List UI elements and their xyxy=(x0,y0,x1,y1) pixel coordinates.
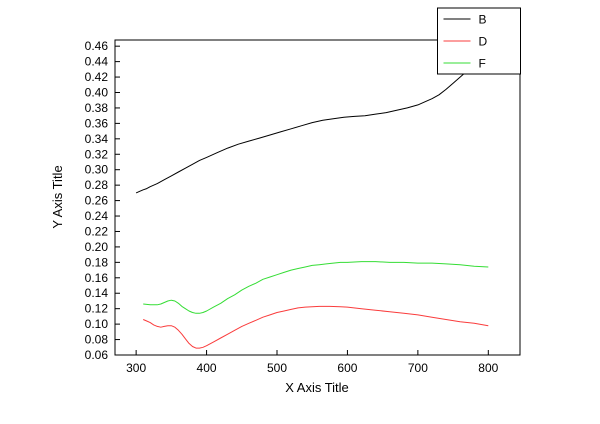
y-tick-label: 0.20 xyxy=(85,240,109,254)
y-tick-label: 0.10 xyxy=(85,317,109,331)
legend: BDF xyxy=(437,7,521,75)
legend-label: B xyxy=(479,13,487,27)
y-tick-label: 0.22 xyxy=(85,224,109,238)
y-axis-title: Y Axis Title xyxy=(50,165,65,228)
x-tick-label: 600 xyxy=(337,361,357,375)
y-tick-label: 0.34 xyxy=(85,132,109,146)
legend-label: D xyxy=(479,35,488,49)
y-tick-label: 0.40 xyxy=(85,86,109,100)
y-tick-label: 0.08 xyxy=(85,333,109,347)
x-tick-label: 700 xyxy=(408,361,428,375)
y-tick-label: 0.16 xyxy=(85,271,109,285)
y-tick-label: 0.24 xyxy=(85,209,109,223)
plot-area: 300 400 500 600 700 8000.060.080.100.120.140.… xyxy=(85,39,521,375)
legend-item: B xyxy=(443,13,487,27)
plot-border xyxy=(114,39,521,356)
y-tick-label: 0.36 xyxy=(85,116,109,130)
y-tick-label: 0.42 xyxy=(85,70,109,84)
x-tick-label: 800 xyxy=(478,361,498,375)
y-tick-label: 0.14 xyxy=(85,286,109,300)
y-tick-label: 0.26 xyxy=(85,194,109,208)
x-tick-label: 300 xyxy=(126,361,146,375)
series-line-D xyxy=(143,305,489,349)
series-line-F xyxy=(143,261,489,314)
y-tick-label: 0.12 xyxy=(85,302,109,316)
y-tick-label: 0.30 xyxy=(85,163,109,177)
y-tick-label: 0.44 xyxy=(85,55,109,69)
y-tick-label: 0.38 xyxy=(85,101,109,115)
y-tick-label: 0.28 xyxy=(85,178,109,192)
legend-item: F xyxy=(443,57,486,71)
x-axis-title: X Axis Title xyxy=(285,380,349,395)
y-tick-label: 0.18 xyxy=(85,255,109,269)
series-line-B xyxy=(135,58,489,194)
legend-item: D xyxy=(443,35,488,49)
y-tick-label: 0.06 xyxy=(85,348,109,362)
y-tick-label: 0.32 xyxy=(85,147,109,161)
x-tick-label: 500 xyxy=(267,361,287,375)
x-tick-label: 400 xyxy=(197,361,217,375)
y-tick-label: 0.46 xyxy=(85,39,109,53)
legend-label: F xyxy=(479,57,486,71)
